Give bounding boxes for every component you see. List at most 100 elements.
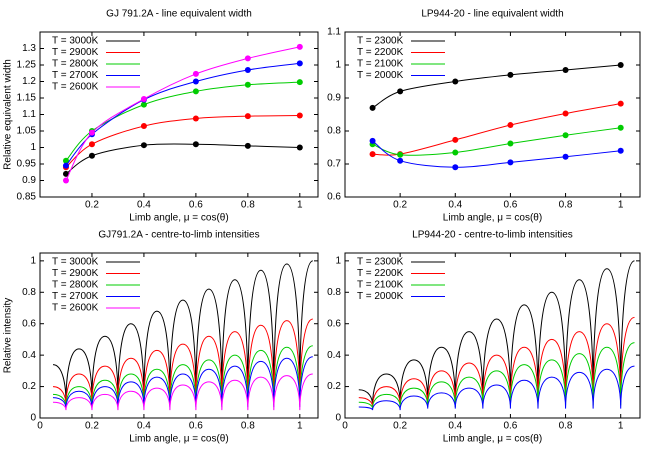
data-point <box>452 164 459 171</box>
legend-label: T = 2900K <box>52 268 99 279</box>
x-tick-label: 0.4 <box>448 200 462 211</box>
data-point <box>244 66 251 73</box>
legend-label: T = 2000K <box>357 70 404 81</box>
data-point <box>296 144 303 151</box>
data-point <box>296 112 303 119</box>
y-tick-label: 1.3 <box>22 43 36 54</box>
legend-label: T = 2300K <box>357 257 404 268</box>
series-line <box>372 64 621 109</box>
data-point <box>88 129 95 136</box>
series-line <box>358 365 635 411</box>
y-tick-label: 1 <box>335 60 341 71</box>
y-tick-label: 0.8 <box>327 287 341 298</box>
x-axis-label: Limb angle, μ = cos(θ) <box>129 434 228 445</box>
x-tick-label: 1 <box>618 200 624 211</box>
data-point <box>88 141 95 148</box>
data-point <box>62 177 69 184</box>
series-line <box>65 62 300 166</box>
x-tick-label: 0.4 <box>137 421 151 432</box>
data-point <box>244 142 251 149</box>
y-tick-label: 0.7 <box>327 159 341 170</box>
legend-label: T = 2600K <box>52 303 99 314</box>
x-tick-label: 0.8 <box>241 200 255 211</box>
x-axis-label: Limb angle, μ = cos(θ) <box>443 213 542 224</box>
chart-title: LP944-20 - line equivalent width <box>421 9 563 20</box>
data-point <box>452 78 459 85</box>
x-tick-label: 0.6 <box>189 421 203 432</box>
x-tick-label: 0.2 <box>85 421 99 432</box>
y-tick-label: 0 <box>335 413 341 424</box>
y-tick-label: 0.95 <box>17 159 37 170</box>
data-point <box>88 152 95 159</box>
chart-title: GJ 791.2A - line equivalent width <box>106 9 252 20</box>
y-tick-label: 0.4 <box>327 350 341 361</box>
y-tick-label: 0.85 <box>17 192 37 203</box>
y-tick-label: 1.1 <box>327 27 341 38</box>
legend-label: T = 2200K <box>357 268 404 279</box>
x-tick-label: 0.8 <box>559 200 573 211</box>
y-tick-label: 0.6 <box>22 318 36 329</box>
legend-label: T = 2800K <box>52 59 99 70</box>
y-tick-label: 1.15 <box>17 93 37 104</box>
legend-label: T = 2700K <box>52 70 99 81</box>
data-point <box>617 124 624 131</box>
data-point <box>140 142 147 149</box>
legend-label: T = 2700K <box>52 291 99 302</box>
y-tick-label: 0.9 <box>327 93 341 104</box>
data-point <box>562 110 569 117</box>
data-point <box>617 147 624 154</box>
x-tick-label: 0 <box>342 421 348 432</box>
y-tick-label: 1.2 <box>22 76 36 87</box>
legend-label: T = 2900K <box>52 47 99 58</box>
x-tick-label: 0 <box>37 421 43 432</box>
data-point <box>62 162 69 169</box>
y-tick-label: 1.1 <box>22 109 36 120</box>
data-point <box>369 151 376 158</box>
series-line <box>65 81 300 162</box>
y-axis-label: Relative intensity <box>3 298 14 374</box>
data-point <box>296 60 303 67</box>
x-tick-label: 0.8 <box>241 421 255 432</box>
x-tick-label: 0.2 <box>85 200 99 211</box>
data-point <box>617 62 624 68</box>
x-tick-label: 1 <box>618 421 624 432</box>
axis-box <box>344 31 641 198</box>
legend-label: T = 3000K <box>52 257 99 268</box>
y-tick-label: 0.6 <box>327 192 341 203</box>
data-point <box>562 66 569 73</box>
x-tick-label: 0.6 <box>503 421 517 432</box>
data-point <box>62 157 69 164</box>
legend-label: T = 2100K <box>357 280 404 291</box>
data-point <box>140 95 147 102</box>
data-point <box>369 137 376 144</box>
y-tick-label: 0.2 <box>22 381 36 392</box>
x-tick-label: 0.4 <box>448 421 462 432</box>
data-point <box>369 104 376 111</box>
data-point <box>192 88 199 95</box>
data-point <box>397 151 404 158</box>
x-tick-label: 1 <box>297 200 303 211</box>
series-line <box>52 373 313 411</box>
data-point <box>244 55 251 62</box>
x-axis-label: Limb angle, μ = cos(θ) <box>129 213 228 224</box>
chart-title: LP944-20 - centre-to-limb intensities <box>412 230 573 241</box>
y-tick-label: 0.8 <box>327 126 341 137</box>
y-axis-label: Relative equivalent width <box>3 59 14 170</box>
y-tick-label: 1 <box>30 142 36 153</box>
data-point <box>192 115 199 122</box>
y-tick-label: 1 <box>335 255 341 266</box>
series-line <box>52 356 313 409</box>
data-point <box>192 70 199 77</box>
data-point <box>192 141 199 148</box>
data-point <box>507 71 514 78</box>
x-tick-label: 0.4 <box>137 200 151 211</box>
series-line <box>372 127 621 156</box>
x-tick-label: 0.2 <box>393 421 407 432</box>
data-point <box>562 153 569 160</box>
data-point <box>244 81 251 88</box>
data-point <box>507 140 514 147</box>
y-tick-label: 0.2 <box>327 381 341 392</box>
data-point <box>62 170 69 177</box>
series-line <box>65 114 300 168</box>
data-point <box>397 157 404 164</box>
